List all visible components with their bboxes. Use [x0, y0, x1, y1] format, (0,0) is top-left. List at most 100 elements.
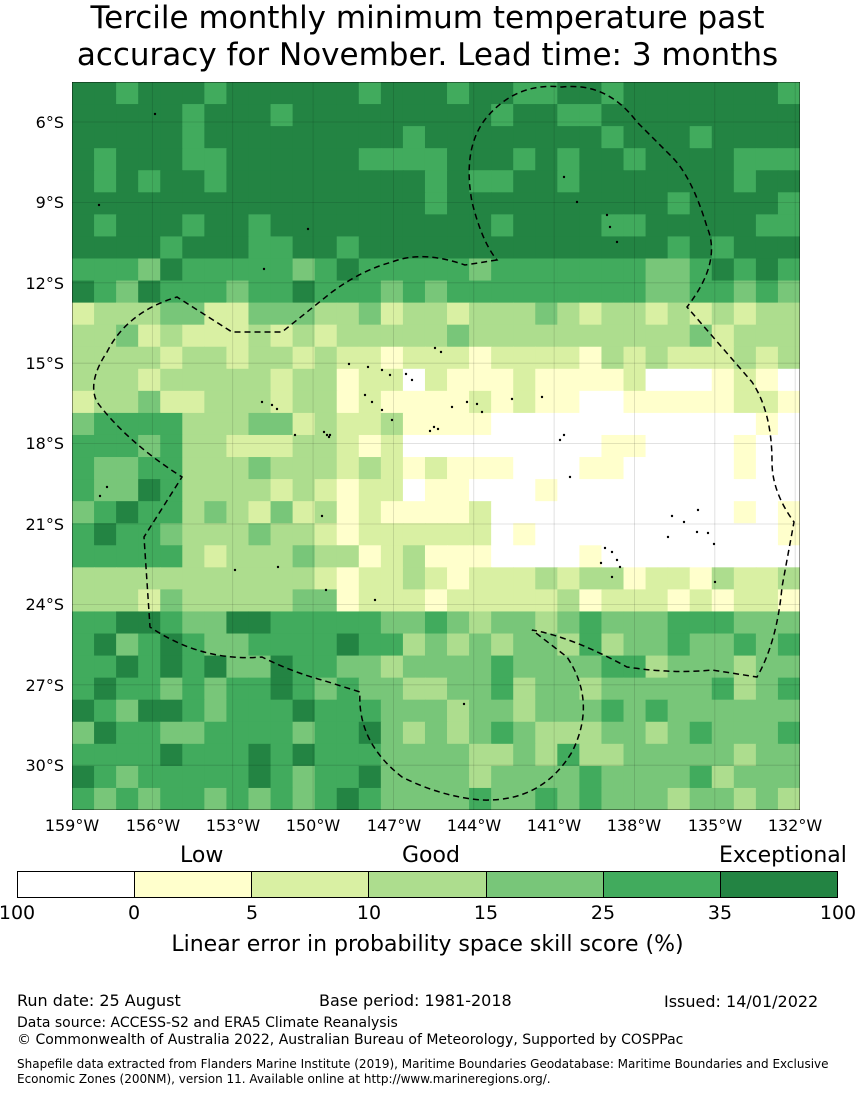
skill-cell	[579, 434, 603, 458]
skill-cell	[270, 633, 294, 657]
island-outlines	[97, 112, 717, 706]
skill-cell	[160, 324, 183, 348]
skill-cell	[645, 765, 669, 789]
skill-cell	[72, 412, 95, 436]
skill-cell	[601, 721, 625, 745]
skill-cell	[557, 677, 580, 701]
skill-cell	[689, 523, 713, 546]
island-mark	[293, 433, 297, 437]
skill-cell	[270, 148, 294, 171]
skill-cell	[733, 368, 757, 392]
title-line-1: Tercile monthly minimum temperature past	[90, 0, 765, 36]
skill-cell	[336, 192, 360, 215]
skill-cell	[535, 214, 558, 238]
skill-cell	[336, 787, 360, 810]
skill-cell	[579, 280, 603, 304]
skill-cell	[469, 787, 492, 810]
skill-cell	[336, 390, 360, 414]
skill-cell	[336, 302, 360, 326]
skill-cell	[579, 214, 603, 238]
skill-cell	[711, 82, 735, 105]
skill-cell	[777, 390, 800, 414]
skill-cell	[469, 721, 492, 745]
skill-cell	[116, 82, 139, 105]
skill-cell	[380, 611, 404, 635]
skill-cell	[248, 258, 272, 282]
skill-cell	[689, 390, 713, 414]
skill-cell	[204, 523, 228, 546]
skill-cell	[755, 743, 779, 767]
skill-cell	[204, 765, 228, 789]
skill-cell	[755, 236, 779, 260]
skill-cell	[116, 214, 139, 238]
skill-cell	[182, 501, 205, 524]
skill-cell	[667, 611, 691, 635]
skill-cell	[380, 214, 404, 238]
skill-cell	[380, 677, 404, 701]
skill-cell	[711, 126, 735, 149]
skill-cell	[314, 170, 338, 193]
skill-cell	[402, 633, 426, 657]
skill-cell	[270, 457, 294, 480]
skill-cell	[160, 346, 183, 370]
skill-cell	[204, 677, 228, 701]
skill-cell	[535, 280, 558, 304]
skill-cell	[733, 501, 757, 524]
skill-cell	[380, 412, 404, 436]
skill-cell	[733, 589, 757, 613]
skill-cell	[623, 302, 647, 326]
skill-cell	[535, 721, 558, 745]
skill-cell	[733, 457, 757, 480]
skill-cell	[535, 633, 558, 657]
skill-cell	[601, 655, 625, 679]
skill-cell	[116, 501, 139, 524]
skill-cell	[513, 170, 536, 193]
skill-cell	[358, 677, 382, 701]
skill-cell	[579, 655, 603, 679]
skill-cell	[513, 523, 536, 546]
skill-cell	[402, 655, 426, 679]
skill-cell	[667, 214, 691, 238]
skill-cell	[535, 412, 558, 436]
skill-cell	[447, 434, 470, 458]
skill-cell	[160, 126, 183, 149]
skill-cell	[667, 655, 691, 679]
skill-cell	[160, 280, 183, 304]
skill-cell	[160, 523, 183, 546]
skill-cell	[314, 743, 338, 767]
skill-cell	[270, 787, 294, 810]
skill-cell	[402, 787, 426, 810]
skill-cell	[579, 126, 603, 149]
skill-cell	[469, 236, 492, 260]
skill-cell	[447, 302, 470, 326]
skill-cell	[336, 699, 360, 723]
skill-cell	[469, 633, 492, 657]
skill-cell	[380, 346, 404, 370]
skill-cell	[292, 368, 316, 392]
skill-cell	[94, 699, 117, 723]
skill-cell	[623, 258, 647, 282]
skill-cell	[226, 589, 250, 613]
skill-cell	[645, 589, 669, 613]
skill-cell	[645, 677, 669, 701]
skill-cell	[160, 104, 183, 127]
skill-cell	[314, 589, 338, 613]
skill-cell	[535, 390, 558, 414]
skill-cell	[733, 170, 757, 193]
skill-cell	[358, 104, 382, 127]
skill-cell	[336, 611, 360, 635]
skill-cell	[226, 611, 250, 635]
skill-cell	[535, 192, 558, 215]
skill-cell	[711, 457, 735, 480]
skill-cell	[689, 324, 713, 348]
skill-cell	[645, 258, 669, 282]
skill-cell	[314, 765, 338, 789]
skill-cell	[447, 280, 470, 304]
skill-cell	[182, 368, 205, 392]
skill-cell	[226, 214, 250, 238]
skill-cell	[491, 721, 514, 745]
skill-cell	[182, 611, 205, 635]
skill-cell	[138, 545, 161, 568]
skill-cell	[94, 633, 117, 657]
skill-cell	[777, 214, 800, 238]
